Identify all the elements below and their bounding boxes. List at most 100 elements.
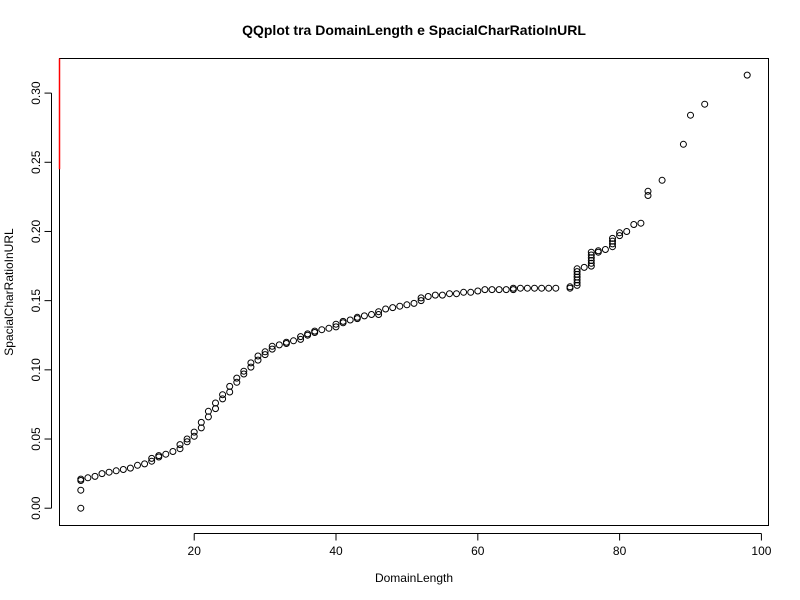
- data-point: [204, 407, 212, 415]
- data-point: [190, 428, 198, 436]
- data-point: [417, 297, 425, 305]
- data-point: [339, 317, 347, 325]
- data-point: [126, 464, 134, 472]
- data-points: [77, 71, 751, 512]
- data-point: [687, 111, 694, 119]
- data-point: [297, 335, 305, 343]
- data-point: [261, 351, 269, 359]
- data-point: [481, 286, 489, 294]
- data-point: [609, 237, 616, 245]
- x-tick-label: 80: [613, 544, 627, 558]
- data-point: [353, 313, 361, 321]
- data-point: [98, 470, 106, 478]
- data-point: [233, 374, 241, 382]
- data-point: [679, 140, 687, 148]
- plot-frame: [59, 58, 769, 526]
- data-point: [77, 475, 85, 483]
- x-tick-label: 100: [751, 544, 771, 558]
- data-point: [91, 472, 99, 480]
- data-point: [233, 378, 241, 386]
- data-point: [609, 234, 616, 242]
- data-point: [580, 263, 588, 271]
- chart-title: QQplot tra DomainLength e SpacialCharRat…: [242, 22, 586, 38]
- y-tick-label: 0.05: [29, 427, 43, 451]
- data-point: [112, 467, 120, 475]
- data-point: [290, 337, 297, 345]
- data-point: [84, 474, 92, 482]
- data-point: [375, 311, 383, 318]
- data-point: [77, 486, 85, 494]
- data-point: [268, 345, 276, 353]
- data-point: [474, 287, 482, 295]
- data-point: [219, 391, 227, 399]
- data-point: [601, 246, 609, 253]
- y-tick-label: 0.15: [29, 289, 43, 313]
- data-point: [368, 311, 375, 318]
- y-tick-label: 0.30: [29, 81, 43, 105]
- data-point: [587, 251, 595, 259]
- data-point: [183, 438, 191, 446]
- y-axis: 0.00 0.05 0.10 0.15 0.20 0.25 0.30: [29, 81, 52, 520]
- data-point: [375, 308, 383, 316]
- data-point: [311, 327, 319, 335]
- data-point: [254, 352, 262, 360]
- data-point: [616, 229, 624, 237]
- data-point: [410, 299, 418, 307]
- data-point: [460, 288, 468, 296]
- data-point: [495, 286, 503, 294]
- data-point: [282, 338, 290, 346]
- data-point: [240, 370, 248, 378]
- y-tick-label: 0.25: [29, 150, 43, 174]
- data-point: [219, 395, 227, 403]
- data-point: [467, 288, 475, 296]
- data-point: [623, 228, 631, 235]
- data-point: [538, 284, 546, 292]
- data-point: [446, 290, 453, 298]
- y-tick-label: 0.10: [29, 358, 43, 382]
- data-point: [275, 341, 283, 349]
- data-point: [297, 333, 305, 341]
- data-point: [183, 435, 191, 443]
- data-point: [658, 176, 666, 184]
- data-point: [453, 290, 460, 298]
- data-point: [644, 187, 652, 195]
- data-point: [332, 320, 340, 328]
- data-point: [594, 247, 602, 255]
- data-point: [325, 324, 333, 332]
- data-point: [382, 305, 390, 313]
- data-point: [403, 301, 411, 309]
- data-point: [254, 356, 262, 364]
- x-tick-label: 20: [188, 544, 202, 558]
- data-point: [247, 363, 255, 371]
- data-point: [509, 284, 517, 292]
- data-point: [176, 441, 184, 449]
- data-point: [119, 466, 127, 473]
- data-point: [502, 286, 510, 294]
- data-point: [155, 452, 163, 460]
- y-tick-label: 0.00: [29, 496, 43, 520]
- data-point: [389, 304, 397, 312]
- data-point: [516, 284, 524, 292]
- data-point: [190, 432, 198, 440]
- data-point: [332, 323, 340, 331]
- x-tick-label: 40: [329, 544, 343, 558]
- data-point: [169, 448, 177, 455]
- data-point: [318, 326, 326, 334]
- data-point: [637, 219, 645, 227]
- data-point: [616, 232, 624, 240]
- data-point: [523, 284, 531, 292]
- data-point: [531, 284, 538, 292]
- data-point: [545, 284, 553, 292]
- x-axis-label: DomainLength: [375, 571, 453, 585]
- data-point: [261, 348, 269, 356]
- data-point: [247, 359, 255, 367]
- data-point: [587, 248, 595, 256]
- data-point: [141, 460, 149, 468]
- data-point: [396, 302, 404, 310]
- data-point: [197, 418, 205, 426]
- data-point: [212, 399, 219, 407]
- data-point: [105, 468, 113, 476]
- data-point: [176, 445, 184, 453]
- data-point: [148, 454, 156, 462]
